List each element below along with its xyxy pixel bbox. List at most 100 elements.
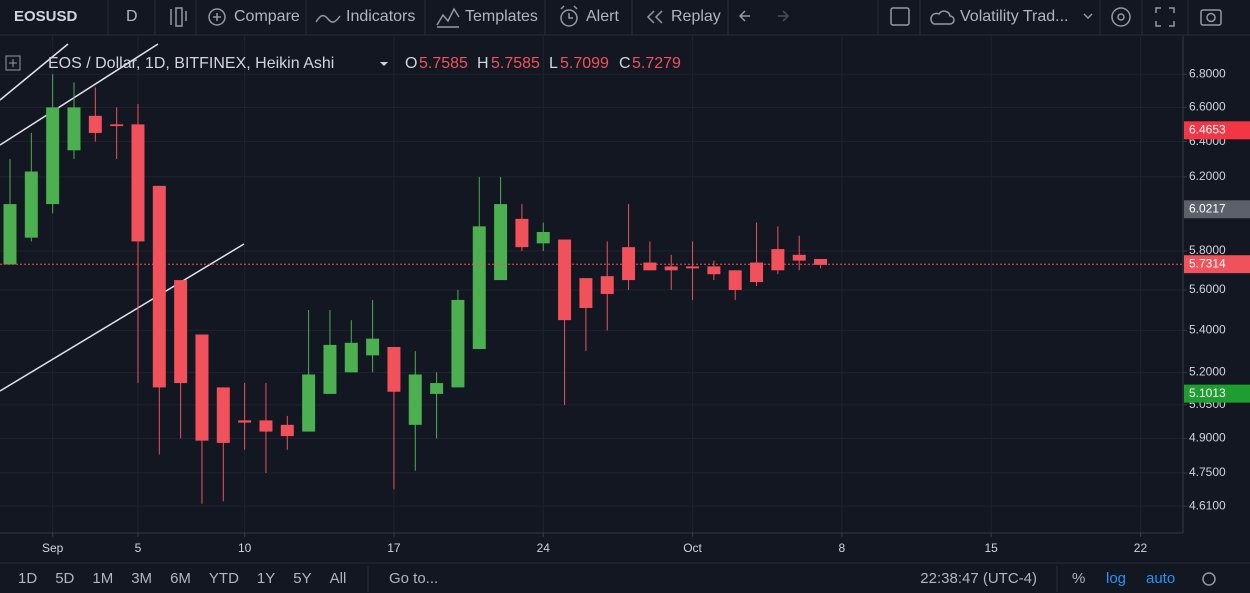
x-tick-label: 24 xyxy=(537,541,551,555)
chart-style-icon[interactable] xyxy=(170,7,187,27)
ohlc-value: 5.7099 xyxy=(560,55,609,72)
collapse-icon[interactable] xyxy=(5,55,21,71)
templates-icon[interactable] xyxy=(436,7,460,28)
layout-dropdown[interactable] xyxy=(1083,13,1093,20)
candle-body xyxy=(515,218,529,248)
candle-body xyxy=(238,420,252,423)
auto-toggle[interactable]: auto xyxy=(1146,570,1175,587)
candle-body xyxy=(24,171,38,238)
ohlc-value: 5.7585 xyxy=(491,55,540,72)
candle-body xyxy=(280,424,294,437)
candle-body xyxy=(536,231,550,244)
candle-body xyxy=(259,420,273,432)
candle-body xyxy=(152,185,166,388)
range-button[interactable]: All xyxy=(330,570,347,587)
drawings xyxy=(0,43,245,392)
x-tick-label: 17 xyxy=(387,541,401,555)
compare-icon xyxy=(213,13,221,21)
replay-button[interactable]: Replay xyxy=(671,8,721,25)
ohlc-value: 5.7585 xyxy=(419,55,468,72)
x-tick-label: 8 xyxy=(839,541,846,555)
candle-body xyxy=(430,383,444,394)
undo-icon[interactable] xyxy=(738,10,750,22)
range-button[interactable]: 3M xyxy=(131,570,152,587)
trend-line[interactable] xyxy=(0,43,159,146)
y-tick-label: 4.7500 xyxy=(1189,465,1226,479)
candle-body xyxy=(814,258,828,265)
interval[interactable]: D xyxy=(126,8,138,25)
candle-body xyxy=(643,262,657,271)
compare-icon[interactable] xyxy=(208,8,226,26)
fullscreen-icon[interactable] xyxy=(1155,7,1175,27)
alert-button[interactable]: Alert xyxy=(586,8,619,25)
settings-icon[interactable] xyxy=(1111,7,1131,27)
candle-body xyxy=(686,266,700,269)
y-tick-label: 6.2000 xyxy=(1189,169,1226,183)
candle-body xyxy=(88,115,102,133)
y-tick-label: 4.9000 xyxy=(1189,431,1226,445)
collapse-icon xyxy=(9,59,17,67)
log-toggle[interactable]: log xyxy=(1106,570,1126,587)
range-button[interactable]: 1M xyxy=(92,570,113,587)
x-tick-label: Sep xyxy=(42,541,64,555)
trend-line[interactable] xyxy=(0,243,245,392)
percent-toggle[interactable]: % xyxy=(1072,570,1085,587)
candle-body xyxy=(771,249,785,271)
title-dropdown[interactable] xyxy=(380,62,388,66)
range-button[interactable]: 6M xyxy=(170,570,191,587)
x-tick-label: Oct xyxy=(683,541,702,555)
range-button[interactable]: 5Y xyxy=(293,570,311,587)
candle-body xyxy=(600,276,614,294)
candle-body xyxy=(195,334,209,441)
symbol[interactable]: EOSUSD xyxy=(14,8,78,25)
range-button[interactable]: 1Y xyxy=(257,570,275,587)
axes: 6.80006.60006.40006.20005.80005.60005.40… xyxy=(0,36,1250,555)
candle-body xyxy=(67,107,81,151)
y-tick-label: 5.8000 xyxy=(1189,243,1226,257)
goto-button[interactable]: Go to... xyxy=(389,570,438,587)
x-tick-label: 22 xyxy=(1134,541,1148,555)
price-badge-label: 5.7314 xyxy=(1189,256,1226,270)
settings-icon xyxy=(1117,13,1125,21)
compare-button[interactable]: Compare xyxy=(234,8,300,25)
candle-body xyxy=(494,204,508,281)
layout-name[interactable]: Volatility Trad... xyxy=(960,8,1069,25)
x-tick-label: 5 xyxy=(135,541,142,555)
series-title[interactable]: EOS / Dollar, 1D, BITFINEX, Heikin Ashi xyxy=(48,55,334,72)
alert-icon[interactable] xyxy=(560,9,578,27)
settings-icon[interactable] xyxy=(1202,572,1216,586)
candle-body xyxy=(366,338,380,356)
templates-button[interactable]: Templates xyxy=(465,8,538,25)
redo-icon[interactable] xyxy=(778,10,790,22)
ohlc-label: H xyxy=(477,55,489,72)
price-badge xyxy=(1184,121,1250,140)
price-badge-label: 5.1013 xyxy=(1189,386,1226,400)
candle-body xyxy=(3,204,17,265)
range-button[interactable]: YTD xyxy=(209,570,239,587)
candle-body xyxy=(472,226,486,350)
trend-line[interactable] xyxy=(0,43,69,101)
candle-body xyxy=(579,278,593,308)
fullscreen-select-icon[interactable] xyxy=(890,7,910,26)
replay-icon[interactable] xyxy=(646,10,663,24)
alert-icon xyxy=(560,5,578,19)
price-badge xyxy=(1184,255,1250,274)
indicators-button[interactable]: Indicators xyxy=(346,8,415,25)
candle-body xyxy=(174,280,188,384)
snapshot-icon[interactable] xyxy=(1200,9,1222,26)
bottom-bar: Go to... 22:38:47 (UTC-4) % log auto 1D 5… xyxy=(0,562,1250,592)
y-tick-label: 5.2000 xyxy=(1189,365,1226,379)
range-button[interactable]: 5D xyxy=(55,570,74,587)
range-button[interactable]: 1D xyxy=(18,570,37,587)
candle-body xyxy=(750,262,764,283)
y-tick-label: 5.6000 xyxy=(1189,282,1226,296)
candle-body xyxy=(558,239,572,321)
x-tick-label: 10 xyxy=(238,541,252,555)
cloud-icon[interactable] xyxy=(930,10,955,25)
candle-body xyxy=(387,346,401,392)
candle-body xyxy=(302,374,316,432)
indicators-icon[interactable] xyxy=(315,14,341,23)
ohlc-value: 5.7279 xyxy=(632,55,681,72)
price-badge-label: 6.0217 xyxy=(1189,201,1226,215)
candles xyxy=(0,74,1183,504)
